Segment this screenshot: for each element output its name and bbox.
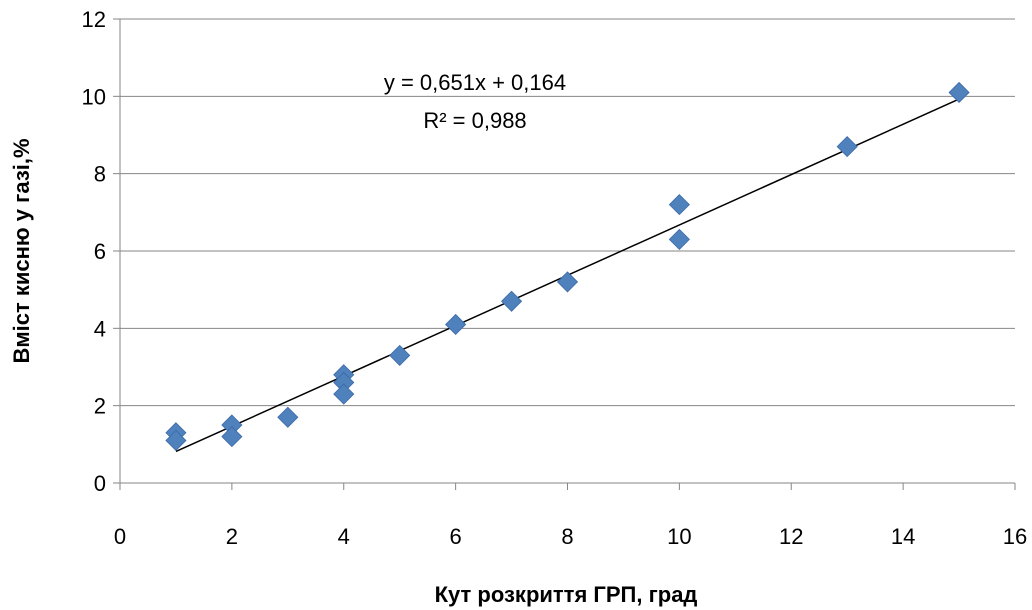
y-tick-labels: 0 2 4 6 8 10 12 (82, 7, 106, 496)
y-tick-label: 4 (94, 316, 106, 341)
data-point (333, 383, 355, 405)
y-axis-title: Вміст кисню у газі,% (9, 138, 34, 363)
y-tick-label: 10 (82, 84, 106, 109)
x-tick-label: 4 (338, 524, 350, 549)
data-point (221, 426, 243, 448)
trendline-r2: R² = 0,988 (423, 108, 526, 133)
data-points (165, 81, 970, 452)
data-point (836, 136, 858, 158)
y-tick-label: 12 (82, 7, 106, 32)
data-point (165, 429, 187, 452)
x-tick-label: 16 (1003, 524, 1027, 549)
x-tick-label: 6 (450, 524, 462, 549)
data-point (277, 406, 299, 428)
data-point (445, 313, 467, 336)
y-tick-label: 6 (94, 239, 106, 264)
x-axis-title: Кут розкриття ГРП, град (435, 582, 698, 607)
data-point (948, 81, 970, 104)
x-tick-label: 10 (667, 524, 691, 549)
y-tick-label: 0 (94, 471, 106, 496)
y-tick-label: 8 (94, 162, 106, 187)
data-point (556, 271, 579, 293)
trendline-equation: y = 0,651x + 0,164 (384, 70, 566, 95)
y-tick-label: 2 (94, 394, 106, 419)
x-tick-label: 8 (561, 524, 573, 549)
x-tick-labels: 0 2 4 6 8 10 12 14 16 (114, 524, 1027, 549)
data-point (500, 290, 523, 312)
data-point (389, 344, 411, 366)
x-tick-label: 2 (226, 524, 238, 549)
axes (113, 18, 1016, 490)
x-tick-label: 14 (891, 524, 915, 549)
data-point (668, 228, 690, 250)
x-tick-label: 0 (114, 524, 126, 549)
x-tick-label: 12 (779, 524, 803, 549)
gridlines (120, 18, 1015, 407)
data-point (668, 194, 690, 216)
